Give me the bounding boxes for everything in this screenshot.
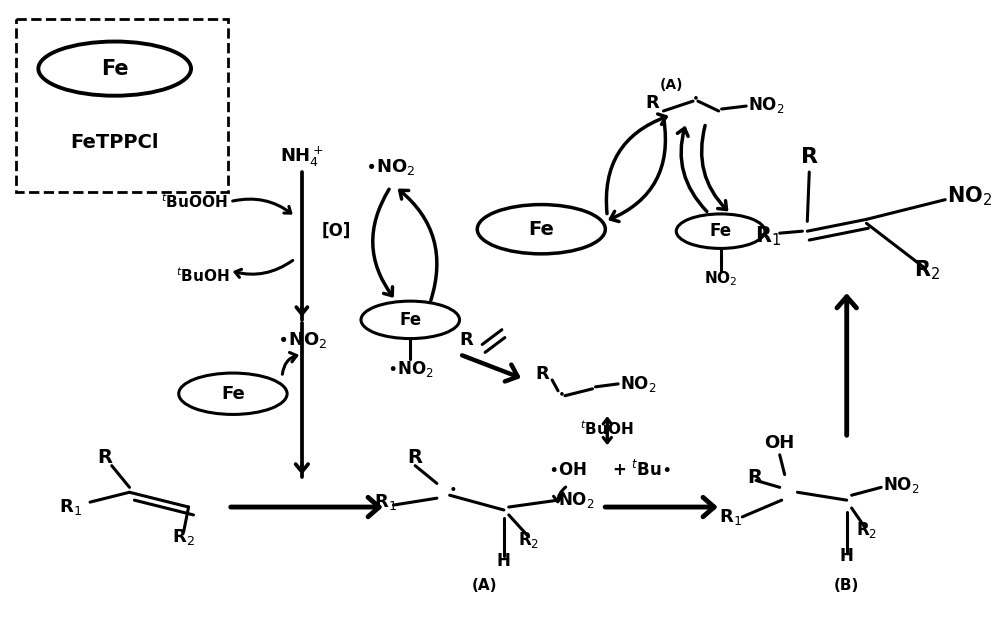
FancyBboxPatch shape — [16, 19, 228, 192]
Text: R$_2$: R$_2$ — [518, 529, 539, 549]
Text: R$_1$: R$_1$ — [374, 492, 397, 512]
Text: + $^t$Bu$\bullet$: + $^t$Bu$\bullet$ — [612, 459, 671, 480]
Ellipse shape — [38, 42, 191, 95]
Text: $^t$BuOH: $^t$BuOH — [580, 419, 634, 438]
Text: R: R — [801, 148, 818, 167]
Text: NO$_2$: NO$_2$ — [704, 269, 737, 288]
Text: R: R — [460, 330, 473, 348]
Text: $\bullet$OH: $\bullet$OH — [548, 461, 587, 479]
Text: FeTPPCl: FeTPPCl — [70, 133, 159, 152]
Text: R$_1$: R$_1$ — [719, 507, 742, 527]
Ellipse shape — [676, 214, 765, 249]
Text: R: R — [646, 94, 660, 112]
Text: $\bullet$NO$_2$: $\bullet$NO$_2$ — [277, 330, 327, 350]
Text: Fe: Fe — [399, 311, 421, 329]
Text: Fe: Fe — [528, 219, 554, 239]
Ellipse shape — [179, 373, 287, 414]
Text: (A): (A) — [660, 78, 683, 92]
Text: Fe: Fe — [710, 222, 732, 240]
Ellipse shape — [361, 301, 460, 339]
Text: NO$_2$: NO$_2$ — [883, 476, 920, 495]
Text: NO$_2$: NO$_2$ — [947, 185, 993, 208]
Text: NH$_4^+$: NH$_4^+$ — [280, 145, 324, 169]
Text: R$_1$: R$_1$ — [59, 497, 82, 517]
Text: NO$_2$: NO$_2$ — [748, 95, 785, 115]
Text: NO$_2$: NO$_2$ — [558, 490, 595, 510]
Text: R: R — [408, 448, 423, 467]
Text: R$_1$: R$_1$ — [755, 224, 781, 248]
Text: (A): (A) — [471, 578, 497, 593]
Text: $^t$BuOH: $^t$BuOH — [176, 266, 230, 285]
Text: [O]: [O] — [322, 222, 351, 240]
Text: R$_2$: R$_2$ — [914, 259, 941, 282]
Text: $^t$BuOOH: $^t$BuOOH — [161, 192, 228, 211]
Text: $\bullet$: $\bullet$ — [557, 386, 565, 399]
Text: OH: OH — [765, 434, 795, 452]
Ellipse shape — [477, 205, 605, 254]
Text: R: R — [97, 448, 112, 467]
Text: R$_2$: R$_2$ — [856, 520, 877, 539]
Text: Fe: Fe — [101, 59, 129, 79]
Text: $\bullet$: $\bullet$ — [691, 91, 699, 104]
Text: R$_2$: R$_2$ — [172, 526, 195, 547]
Text: R: R — [535, 365, 549, 383]
Text: NO$_2$: NO$_2$ — [620, 374, 657, 394]
Text: $\bullet$: $\bullet$ — [448, 480, 457, 494]
Text: R: R — [748, 468, 763, 487]
Text: $\bullet$NO$_2$: $\bullet$NO$_2$ — [387, 359, 434, 379]
Text: H: H — [497, 552, 511, 570]
Text: Fe: Fe — [221, 385, 245, 403]
Text: (B): (B) — [834, 578, 859, 593]
Text: H: H — [840, 547, 854, 565]
Text: $\bullet$NO$_2$: $\bullet$NO$_2$ — [365, 157, 416, 177]
